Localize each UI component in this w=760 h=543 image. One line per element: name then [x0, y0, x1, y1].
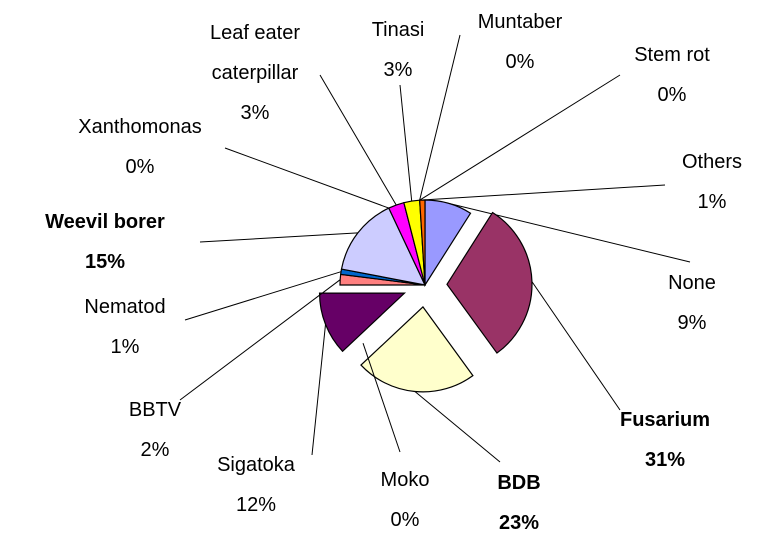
category-label: Sigatoka: [217, 454, 295, 476]
value-label: 3%: [240, 102, 270, 124]
leader-line: [531, 281, 621, 411]
value-label: 15%: [84, 251, 126, 273]
slice-label: Nematod 1%: [84, 287, 165, 367]
category-label: Fusarium: [619, 409, 711, 431]
slice-label: Muntaber 0%: [478, 2, 563, 82]
value-label: 0%: [657, 84, 687, 106]
value-label: 23%: [498, 512, 540, 534]
value-label: 2%: [140, 439, 170, 461]
category-label: Xanthomonas: [78, 116, 202, 138]
leader-line: [414, 391, 501, 463]
slice-label: Sigatoka 12%: [217, 445, 295, 525]
value-label: 0%: [390, 509, 420, 531]
leader-line: [319, 74, 397, 206]
leader-line: [419, 74, 621, 201]
category-label: Weevil borer: [45, 211, 165, 233]
slice-label: Weevil borer 15%: [45, 202, 165, 282]
leader-line: [448, 202, 691, 263]
slice-label: Tinasi 3%: [372, 10, 425, 90]
category-label: BBTV: [128, 399, 182, 421]
value-label: 0%: [125, 156, 155, 178]
value-label: 9%: [677, 312, 707, 334]
pie-slice: [340, 207, 427, 286]
leader-line: [311, 324, 327, 456]
category-label: Moko: [380, 469, 430, 491]
leader-line: [224, 147, 389, 209]
slice-label: Moko 0%: [381, 460, 430, 540]
slice-label: Leaf eater caterpillar 3%: [180, 13, 330, 133]
category-label: Stem rot: [634, 44, 710, 66]
value-label: 31%: [644, 449, 686, 471]
slice-label: BBTV 2%: [129, 390, 181, 470]
chart: [179, 34, 691, 463]
category-label: Nematod: [84, 296, 166, 318]
leader-line: [179, 279, 341, 401]
category-label: None: [668, 272, 716, 294]
leader-line: [399, 84, 413, 202]
slice-label: Stem rot 0%: [634, 35, 710, 115]
category-label: Others: [681, 151, 743, 173]
category-label: Leaf eater caterpillar: [209, 22, 301, 84]
pie-slice: [318, 292, 407, 353]
page: {"chart_data": {"type": "pie", "categori…: [45, 2, 743, 534]
category-label: BDB: [497, 472, 541, 494]
category-label: Tinasi: [371, 19, 425, 41]
value-label: 1%: [697, 191, 727, 213]
slice-label: BDB 23%: [497, 463, 540, 543]
value-label: 12%: [235, 494, 277, 516]
leader-line: [422, 184, 666, 201]
slice-label: Fusarium 31%: [620, 400, 710, 480]
slice-label: Xanthomonas 0%: [78, 107, 201, 187]
leader-line: [199, 232, 358, 243]
leader-line: [419, 34, 461, 201]
value-label: 1%: [110, 336, 140, 358]
pie-slice: [446, 211, 533, 354]
pie-slice: [360, 305, 474, 393]
value-label: 0%: [505, 51, 535, 73]
category-label: Muntaber: [477, 11, 563, 33]
leader-line: [184, 271, 342, 321]
slice-label: None 9%: [668, 263, 716, 343]
slice-label: Others 1%: [682, 142, 742, 222]
value-label: 3%: [383, 59, 413, 81]
leader-line: [362, 343, 401, 453]
